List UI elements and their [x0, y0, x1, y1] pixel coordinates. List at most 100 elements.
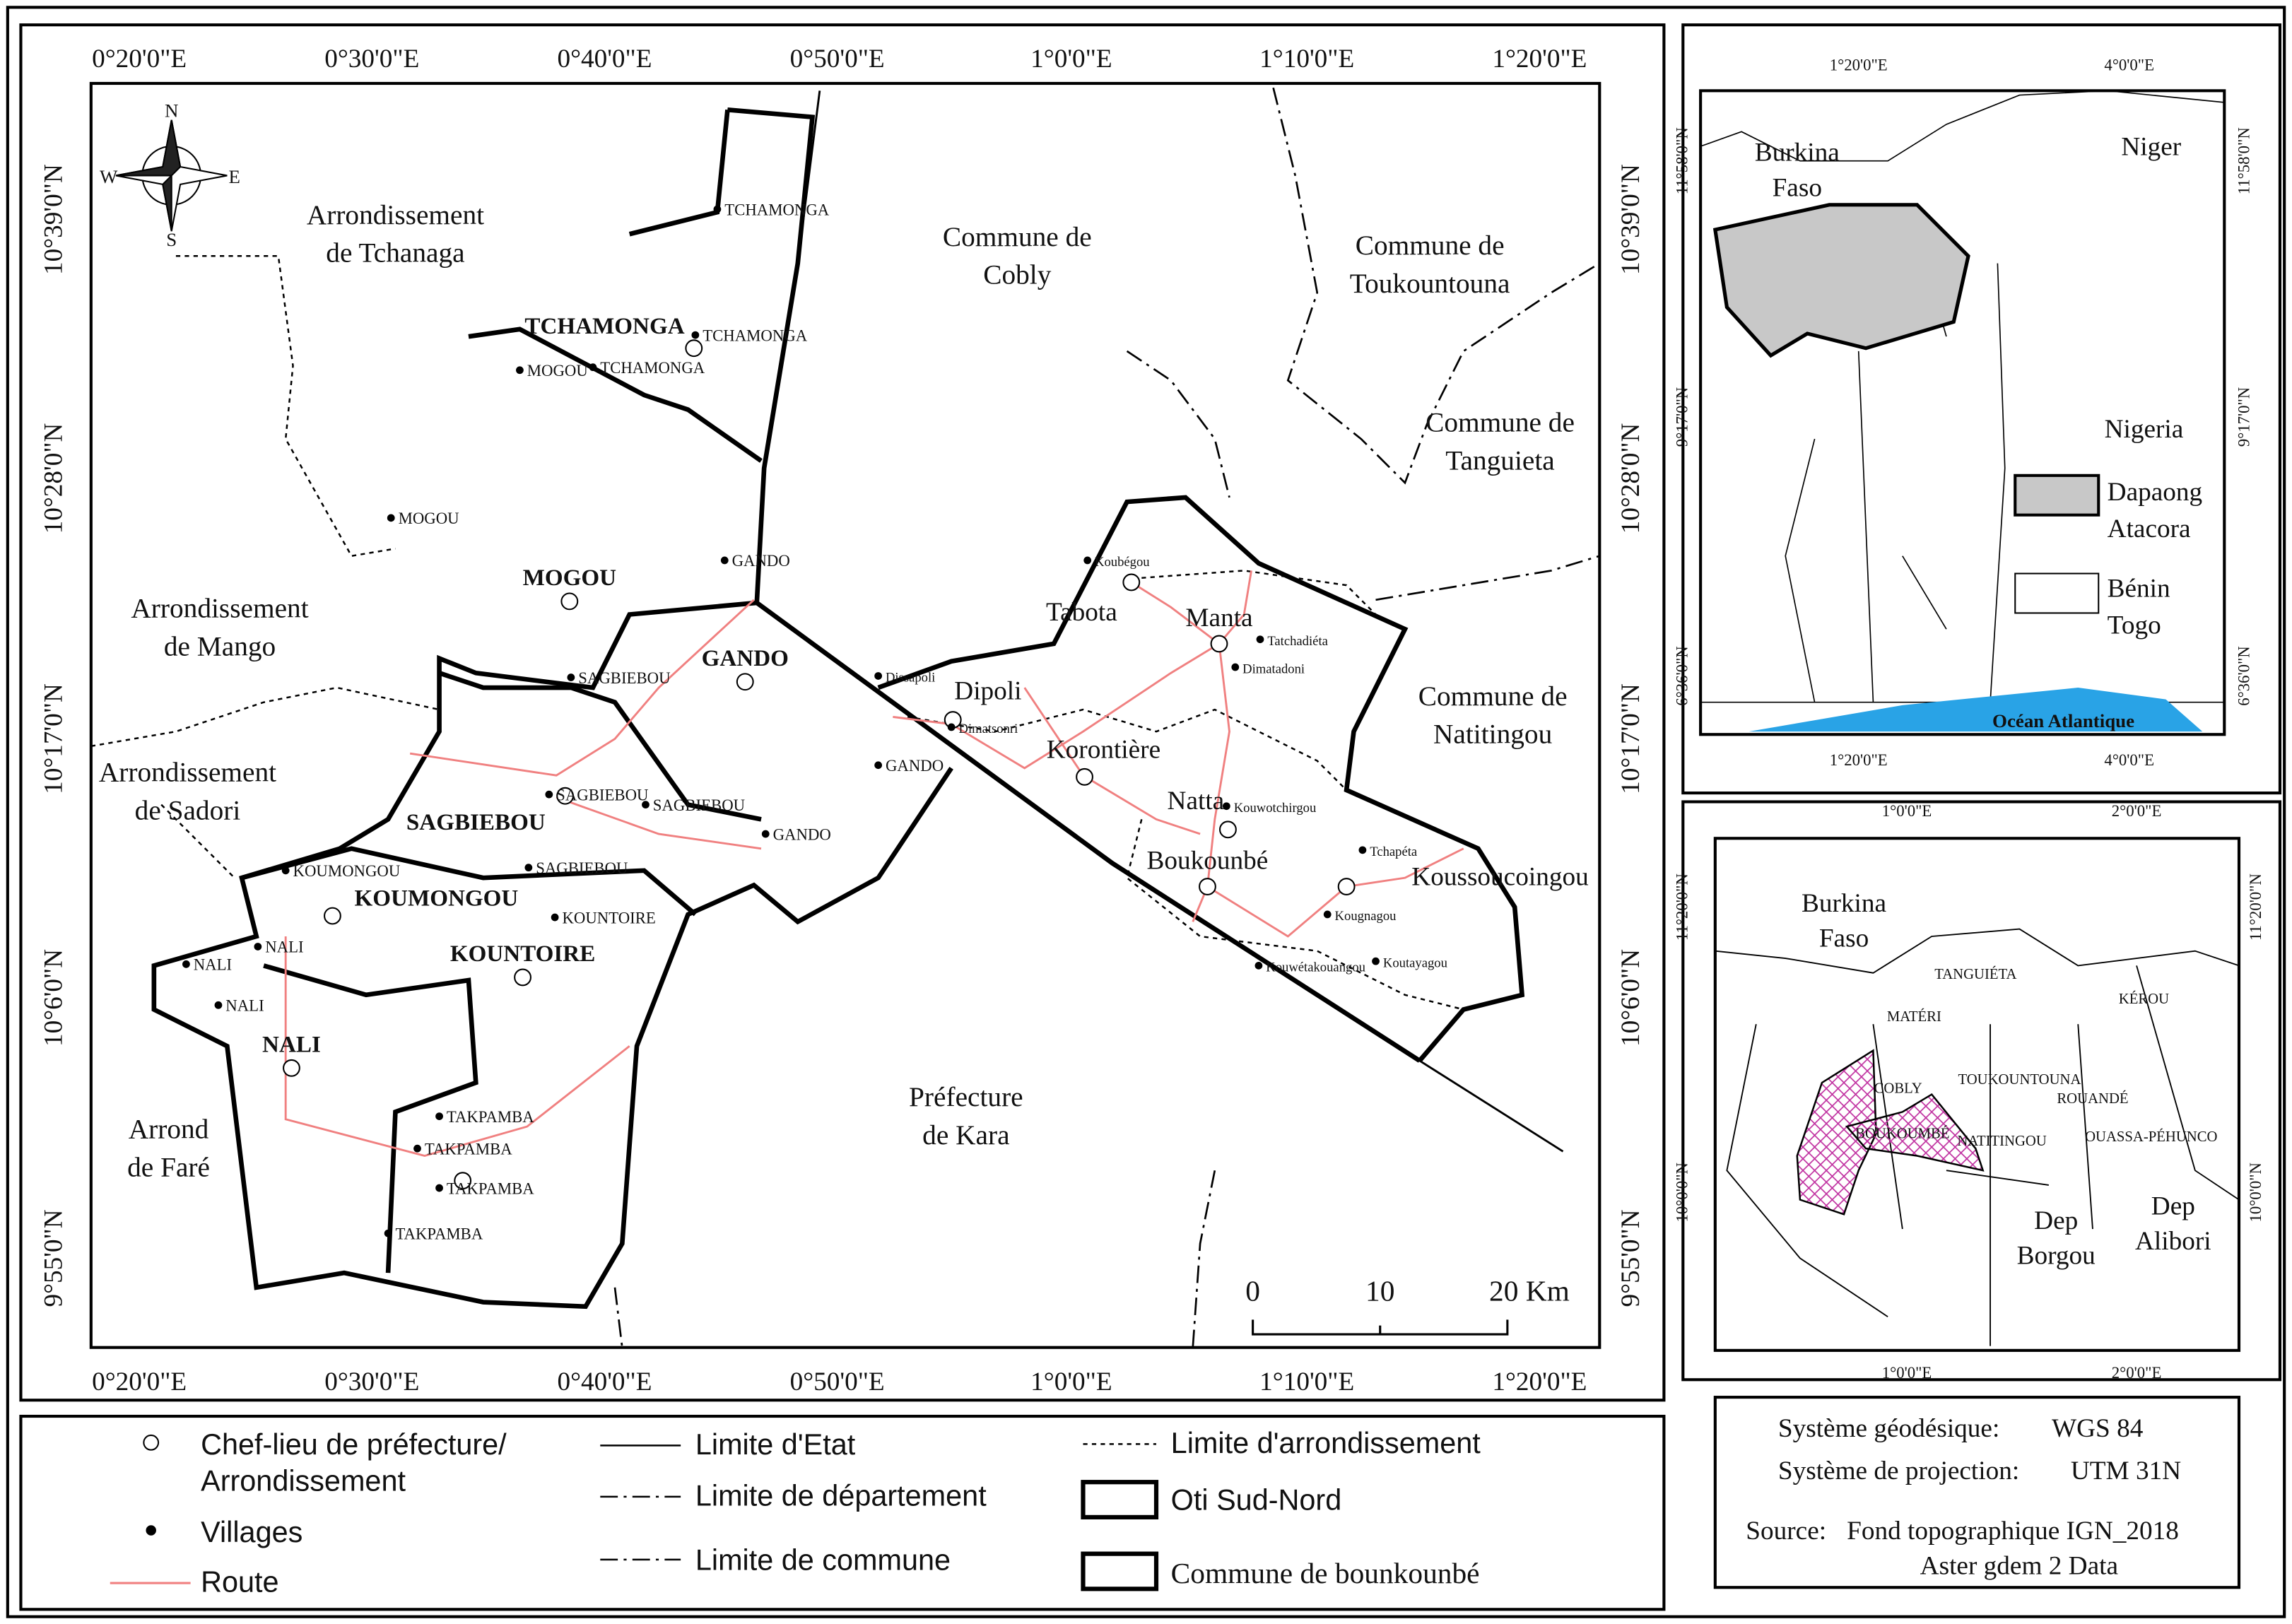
- village-label: Dimatsonri: [959, 722, 1018, 736]
- village-dot: [182, 960, 190, 968]
- region-label-line: de Sadori: [135, 794, 241, 825]
- commune-label-line: Dep: [2151, 1191, 2195, 1220]
- village-dot: [761, 830, 770, 838]
- boukoumbe-boundary: [877, 495, 1525, 1063]
- lat-tick-label: 9°55'0"N: [1616, 1209, 1645, 1307]
- lon-tick-label: 2°0'0"E: [2112, 1364, 2162, 1382]
- village-label: GANDO: [732, 552, 790, 570]
- lat-tick-label: 10°6'0"N: [1616, 949, 1645, 1047]
- village-label: SAGBIEBOU: [578, 669, 670, 687]
- lon-tick-label: 2°0'0"E: [2112, 802, 2162, 820]
- lat-tick-label: 10°6'0"N: [39, 949, 68, 1047]
- compass-star-shade: [115, 119, 182, 232]
- village-label: Kouwotchirgou: [1234, 801, 1317, 816]
- chef-lieu: [560, 592, 579, 611]
- region-label-line: Commune de: [1418, 681, 1568, 712]
- arrondissement-label: MOGOU: [523, 565, 617, 591]
- scale-label: 10: [1365, 1274, 1394, 1307]
- commune-limit: [1126, 350, 1230, 498]
- village-label: SAGBIEBOU: [536, 859, 628, 877]
- region-label-line: de Tchanaga: [326, 237, 464, 269]
- lat-tick-label: 11°58'0"N: [1674, 127, 1691, 194]
- legend-label: Limite d'arrondissement: [1171, 1427, 1481, 1459]
- inset-legend-label-line: Dapaong: [2108, 478, 2202, 507]
- commune-limits: [613, 87, 1600, 1348]
- inset-legend-label: Dapaong Atacora: [2108, 478, 2202, 543]
- commune-label: Dep Alibori: [2135, 1191, 2211, 1256]
- oti-boundary: [151, 107, 953, 1310]
- locality-label: Tabota: [1046, 598, 1117, 627]
- legend-label: Commune de bounkounbé: [1171, 1557, 1480, 1589]
- oti-outline: [468, 326, 763, 463]
- village-label: SAGBIEBOU: [653, 796, 745, 814]
- arrondissement-limits: [90, 255, 1464, 1011]
- arrondissement-limit: [1126, 819, 1464, 1011]
- village-label: MOGOU: [527, 362, 588, 379]
- lon-tick-label: 4°0'0"E: [2104, 56, 2154, 73]
- lat-tick-label: 10°39'0"N: [39, 164, 68, 275]
- lon-tick-label: 1°20'0"E: [1492, 1367, 1587, 1396]
- village-label: Koubégou: [1095, 555, 1150, 570]
- commune-label: NATITINGOU: [1957, 1134, 2046, 1149]
- scale-label: 0: [1245, 1274, 1260, 1307]
- region-label-line: de Mango: [164, 630, 276, 661]
- arrondissement-label: NALI: [262, 1032, 321, 1058]
- country-label-line: Burkina: [1755, 139, 1840, 167]
- commune-limit: [1375, 555, 1600, 601]
- arrondissement-label: KOUNTOIRE: [450, 941, 595, 967]
- village-dot: [281, 866, 290, 875]
- village-dot: [1083, 556, 1092, 565]
- village-label: TCHAMONGA: [600, 359, 705, 377]
- arrondissement-label: GANDO: [702, 645, 789, 671]
- lat-tick-label: 10°17'0"N: [39, 683, 68, 794]
- village-dot: [435, 1184, 443, 1192]
- lat-tick-label: 6°36'0"N: [2235, 646, 2252, 705]
- commune-label: TANGUIÉTA: [1934, 966, 2016, 982]
- village-label: TAKPAMBA: [447, 1179, 534, 1197]
- lon-tick-label: 1°0'0"E: [1882, 802, 1932, 820]
- legend-label-line: Chef-lieu de préfecture/: [201, 1428, 507, 1461]
- locality-label: Manta: [1185, 604, 1253, 632]
- village-label: Tatchadiéta: [1267, 634, 1328, 649]
- village-label: TCHAMONGA: [724, 201, 830, 218]
- village-dot: [567, 673, 575, 681]
- arrondissement-limit: [907, 708, 1348, 791]
- lat-tick-label: 10°17'0"N: [1616, 683, 1645, 794]
- commune-label: ROUANDÉ: [2057, 1090, 2128, 1107]
- country-label: Niger: [2121, 132, 2181, 161]
- village-dot: [214, 1001, 223, 1009]
- commune-label: KÉROU: [2119, 991, 2169, 1007]
- commune-label-line: Borgou: [2017, 1242, 2096, 1271]
- region-label-line: Arrond: [129, 1114, 209, 1145]
- village-dot: [947, 723, 956, 731]
- village-dot: [642, 801, 650, 809]
- locality-label: Natta: [1168, 787, 1225, 816]
- region-label: Commune de Natitingou: [1418, 681, 1568, 750]
- village-dot: [254, 943, 262, 951]
- village-label: Koutayagou: [1383, 955, 1447, 970]
- village-dot: [545, 790, 553, 799]
- village-dot: [874, 672, 883, 680]
- info-text: Aster gdem 2 Data: [1920, 1552, 2119, 1581]
- ocean-label: Océan Atlantique: [1992, 710, 2134, 731]
- arrondissement-limit: [175, 255, 396, 558]
- village-dot: [1222, 802, 1230, 811]
- village-label: MOGOU: [399, 510, 459, 527]
- legend-label: Limite d'Etat: [695, 1428, 856, 1461]
- oti-outline: [241, 846, 698, 917]
- lat-tick-label: 10°0'0"N: [1673, 1163, 1691, 1222]
- village-label: GANDO: [886, 757, 944, 775]
- oti-outline: [263, 963, 478, 1273]
- state-border-bold: [755, 601, 1421, 1063]
- lon-tick-label: 1°0'0"E: [1030, 1367, 1112, 1396]
- legend-chef-lieu: [143, 1434, 160, 1451]
- legend-label: Oti Sud-Nord: [1171, 1484, 1342, 1517]
- village-label: GANDO: [773, 825, 831, 843]
- labels: 0°20'0"E 0°20'0"E 0°30'0"E 0°30'0"E 0°40'0"E…: [39, 45, 2264, 1598]
- region-label: Arrondissement de Tchanaga: [307, 199, 484, 269]
- region-label-line: Préfecture: [909, 1081, 1023, 1112]
- boukoumbe-outline: [877, 495, 1525, 1063]
- legend-swatch: [2014, 473, 2100, 517]
- village-dot: [524, 864, 533, 872]
